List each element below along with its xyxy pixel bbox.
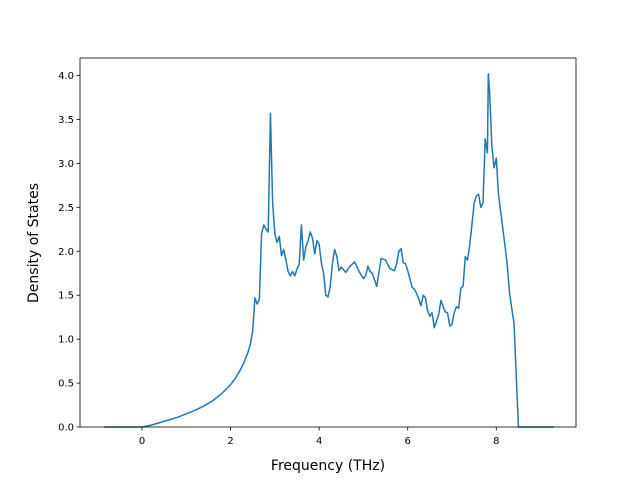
- x-tick-label: 0: [139, 436, 145, 447]
- x-axis-label: Frequency (THz): [271, 458, 385, 474]
- y-tick-label: 0.0: [58, 423, 74, 434]
- x-tick-label: 2: [227, 436, 233, 447]
- y-tick-label: 3.0: [58, 159, 74, 170]
- y-tick-label: 1.0: [58, 335, 74, 346]
- x-tick-label: 6: [405, 436, 411, 447]
- x-tick-label: 4: [316, 436, 322, 447]
- y-axis-ticks: 0.0 0.5 1.0 1.5 2.0 2.5 3.0 3.5 4.0: [58, 71, 80, 434]
- x-tick-label: 8: [493, 436, 499, 447]
- y-tick-label: 3.5: [58, 115, 74, 126]
- plot-frame: [79, 57, 577, 428]
- y-tick-label: 2.0: [58, 247, 74, 258]
- series-line-0: [104, 73, 554, 428]
- y-axis-label: Density of States: [26, 183, 42, 303]
- y-tick-label: 4.0: [58, 71, 74, 82]
- y-tick-label: 0.5: [58, 379, 74, 390]
- y-tick-label: 1.5: [58, 291, 74, 302]
- plot-area: [104, 73, 554, 428]
- y-tick-label: 2.5: [58, 203, 74, 214]
- x-axis-ticks: 0 2 4 6 8: [139, 427, 499, 447]
